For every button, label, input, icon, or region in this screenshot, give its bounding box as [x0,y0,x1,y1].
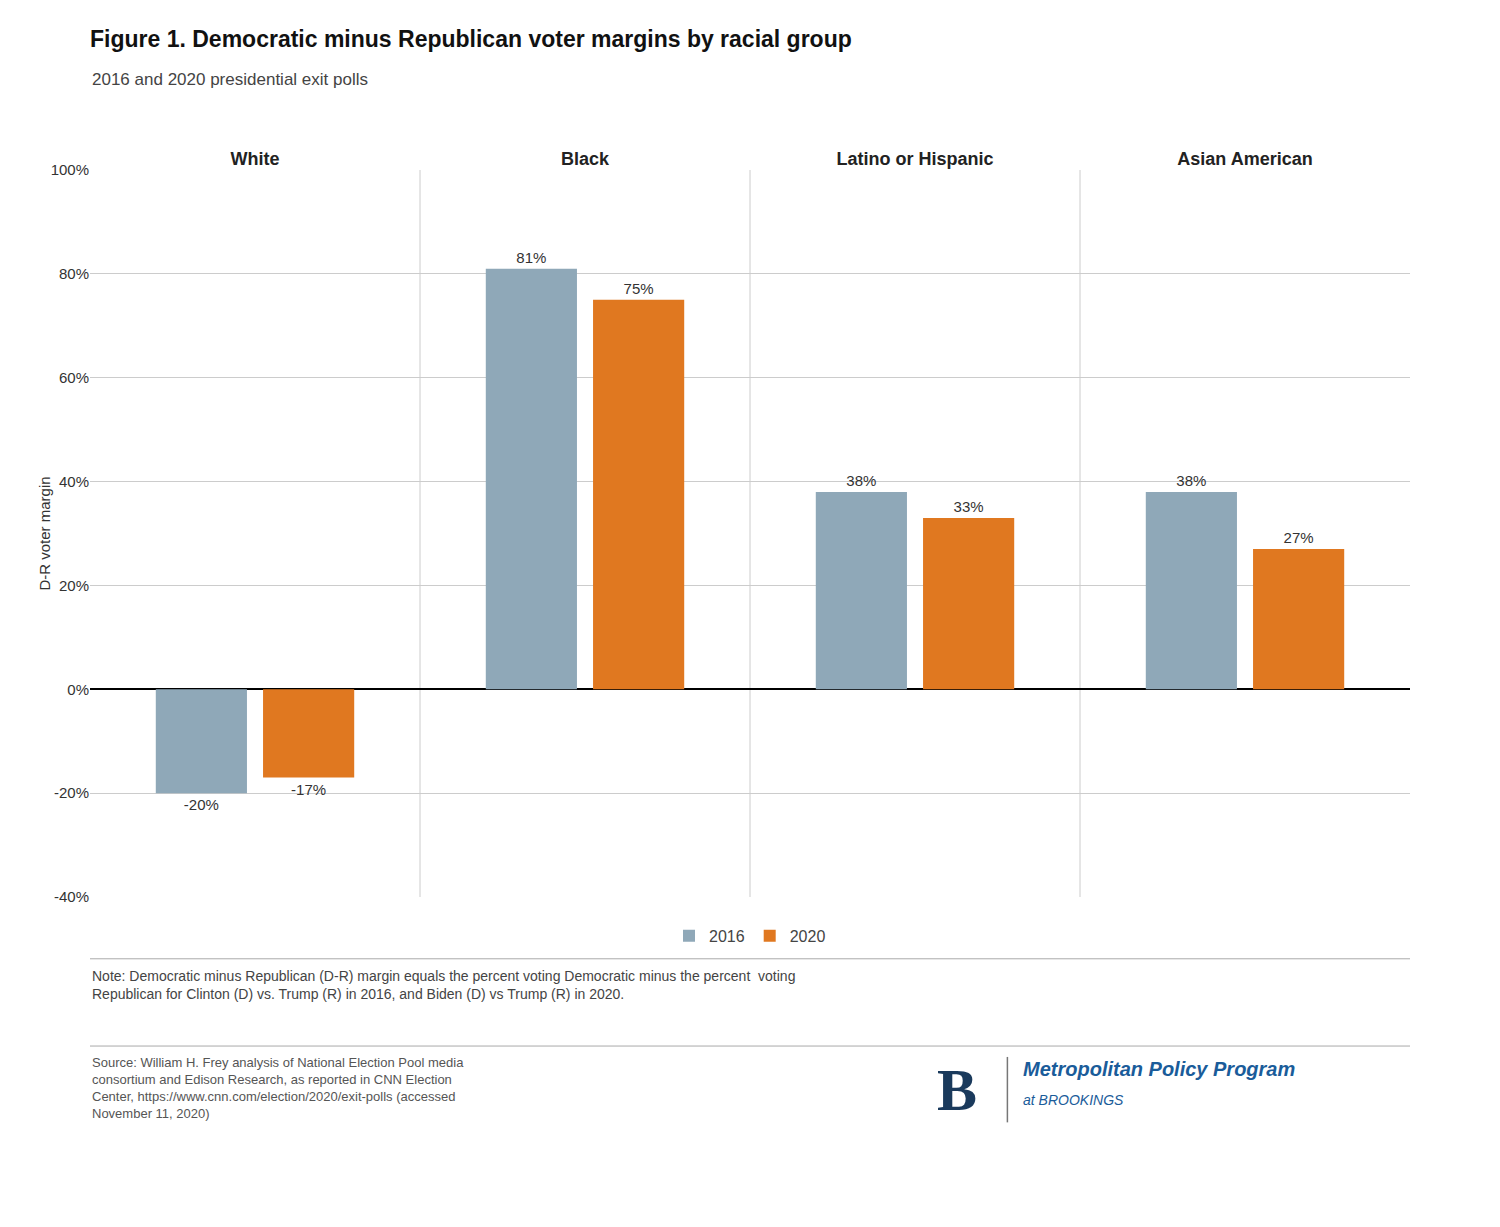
svg-text:2016 and 2020 presidential exi: 2016 and 2020 presidential exit polls [92,70,368,89]
svg-text:White: White [231,149,280,169]
svg-text:-40%: -40% [54,888,89,905]
svg-text:75%: 75% [624,280,654,297]
svg-text:38%: 38% [846,472,876,489]
svg-text:Note: Democratic minus Republi: Note: Democratic minus Republican (D-R) … [92,968,795,1002]
svg-text:-20%: -20% [184,796,219,813]
svg-text:0%: 0% [67,681,89,698]
svg-text:81%: 81% [516,249,546,266]
svg-text:Source: William H. Frey analys: Source: William H. Frey analysis of Nati… [92,1055,464,1121]
svg-text:D-R voter margin: D-R voter margin [36,476,53,590]
svg-text:40%: 40% [59,473,89,490]
svg-text:Asian American: Asian American [1177,149,1312,169]
svg-text:33%: 33% [954,498,984,515]
svg-text:Metropolitan Policy Program: Metropolitan Policy Program [1023,1058,1295,1080]
svg-text:60%: 60% [59,369,89,386]
svg-text:Figure 1. Democratic minus Rep: Figure 1. Democratic minus Republican vo… [90,26,852,52]
svg-text:Latino or Hispanic: Latino or Hispanic [836,149,993,169]
svg-text:2016: 2016 [709,928,745,945]
svg-text:100%: 100% [51,161,89,178]
svg-text:80%: 80% [59,265,89,282]
svg-text:Black: Black [561,149,610,169]
svg-text:2020: 2020 [790,928,826,945]
svg-text:at BROOKINGS: at BROOKINGS [1023,1092,1124,1108]
svg-text:38%: 38% [1176,472,1206,489]
svg-text:27%: 27% [1284,529,1314,546]
svg-text:-17%: -17% [291,781,326,798]
svg-text:20%: 20% [59,577,89,594]
svg-text:-20%: -20% [54,784,89,801]
svg-text:B: B [937,1057,977,1123]
